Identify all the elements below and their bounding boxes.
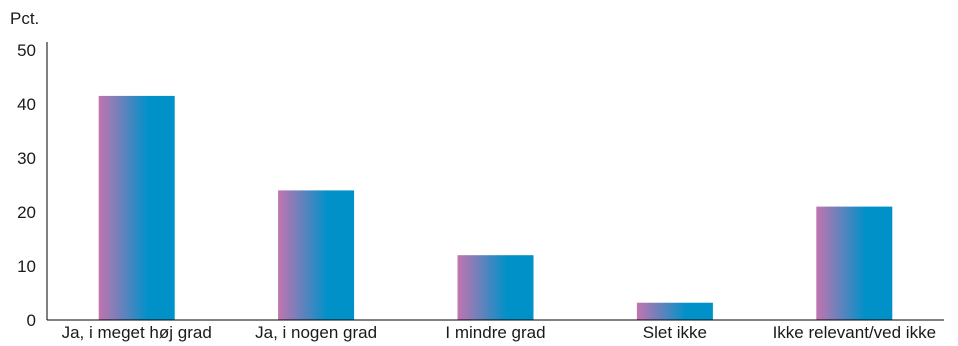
y-tick-label: 40 xyxy=(17,95,36,114)
bar xyxy=(816,206,893,320)
x-category-label: Ikke relevant/ved ikke xyxy=(773,323,936,342)
bar xyxy=(457,255,534,320)
x-axis-labels: Ja, i meget høj grad Ja, i nogen grad I mi… xyxy=(62,323,936,342)
x-category-label: Slet ikke xyxy=(643,323,707,342)
y-unit-label: Pct. xyxy=(10,9,39,28)
y-tick-label: 20 xyxy=(17,203,36,222)
x-category-label: Ja, i nogen grad xyxy=(255,323,377,342)
y-tick-label: 10 xyxy=(17,257,36,276)
y-tick-label: 30 xyxy=(17,149,36,168)
x-category-label: I mindre grad xyxy=(445,323,545,342)
y-axis-ticks: 0 10 20 30 40 50 xyxy=(17,41,36,330)
bar xyxy=(636,302,713,320)
y-tick-label: 50 xyxy=(17,41,36,60)
bar xyxy=(98,95,175,321)
bars xyxy=(98,95,893,321)
y-tick-label: 0 xyxy=(27,311,36,330)
bar xyxy=(278,190,355,320)
x-category-label: Ja, i meget høj grad xyxy=(62,323,212,342)
